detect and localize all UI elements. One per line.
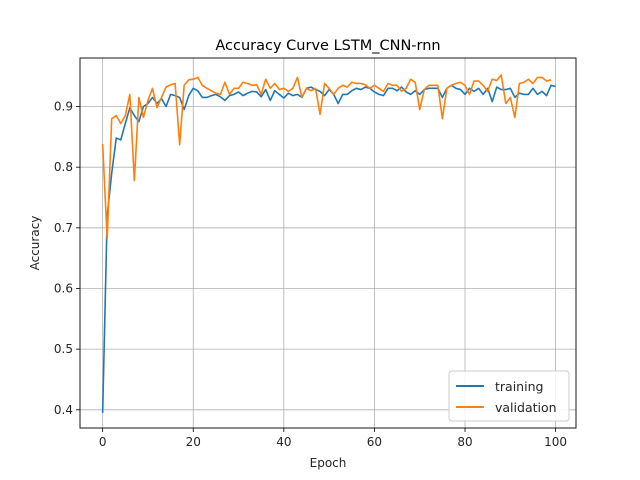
grid-lines bbox=[80, 58, 576, 428]
y-tick-label: 0.7 bbox=[54, 221, 73, 235]
x-tick-label: 40 bbox=[276, 435, 291, 449]
y-tick-label: 0.4 bbox=[54, 403, 73, 417]
x-tick-label: 20 bbox=[186, 435, 201, 449]
x-tick-label: 100 bbox=[544, 435, 567, 449]
legend-box bbox=[448, 370, 570, 422]
x-tick-label: 0 bbox=[99, 435, 107, 449]
plot-frame bbox=[79, 57, 577, 429]
chart-title: Accuracy Curve LSTM_CNN-rnn bbox=[215, 38, 440, 54]
y-tick-label: 0.9 bbox=[54, 100, 73, 114]
y-tick-label: 0.6 bbox=[54, 281, 73, 295]
y-tick-label: 0.5 bbox=[54, 342, 73, 356]
axis-ticks: 0 20 40 60 80 100 0.4 0.5 0.6 0.7 0.8 0.9 bbox=[54, 100, 567, 449]
y-axis-label: Accuracy bbox=[28, 216, 42, 271]
series-line-validation bbox=[101, 74, 552, 240]
x-tick-label: 60 bbox=[367, 435, 382, 449]
legend: training validation bbox=[448, 370, 570, 422]
legend-label-validation: validation bbox=[495, 400, 557, 415]
legend-label-training: training bbox=[495, 379, 543, 394]
x-tick-label: 80 bbox=[457, 435, 472, 449]
series-lines bbox=[101, 74, 556, 413]
x-axis-label: Epoch bbox=[310, 456, 347, 470]
y-tick-label: 0.8 bbox=[54, 160, 73, 174]
